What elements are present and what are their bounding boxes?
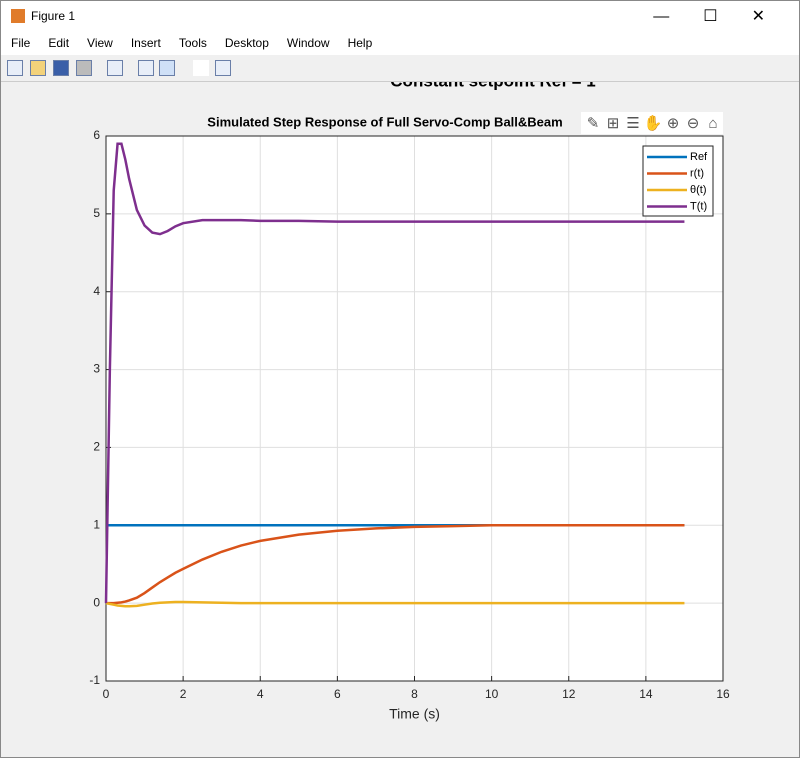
series-line	[106, 524, 685, 605]
axes-toolbar-bg	[581, 112, 723, 134]
axes-tool[interactable]: ✋	[644, 114, 663, 132]
series-line	[105, 600, 685, 608]
axes-tool[interactable]: ✎	[587, 115, 600, 132]
legend-label: T(t)	[690, 200, 707, 212]
legend-label: Ref	[690, 151, 708, 163]
axes-box	[105, 135, 724, 682]
axes-toolbar[interactable]: ✎ ⊞ ☰ ✋ ⊕ ⊖ ⌂	[581, 112, 723, 134]
x-tick-label: 6	[334, 687, 341, 701]
legend-label: θ(t)	[690, 184, 707, 196]
axes-tool[interactable]: ☰	[626, 115, 639, 132]
chart-title: Simulated Step Response of Full Servo-Co…	[207, 114, 562, 129]
x-tick-label: 8	[411, 687, 418, 701]
x-tick-label: 0	[103, 687, 110, 701]
y-tick-label: -1	[89, 673, 100, 687]
x-tick-label: 4	[257, 687, 264, 701]
menu-item[interactable]: Desktop	[224, 36, 269, 50]
menu-item[interactable]: Window	[286, 36, 330, 50]
x-axis-label: Time (s)	[389, 706, 440, 722]
legend-label: r(t)	[690, 167, 704, 179]
axes-tool[interactable]: ⌂	[708, 115, 717, 132]
app-icon	[11, 9, 25, 23]
window-controls[interactable]: —☐✕	[653, 8, 799, 25]
x-tick-label: 16	[716, 687, 730, 701]
annotation: Constant setpoint Ref = 1	[390, 82, 595, 90]
x-tick-label: 2	[180, 687, 187, 701]
menu-item[interactable]: View	[87, 36, 113, 50]
menu-bar: File Edit View Insert Tools Desktop Window Help	[1, 31, 799, 55]
tool-plot-browser[interactable]	[215, 60, 231, 76]
tool-open[interactable]	[30, 60, 46, 76]
y-tick-label: 3	[93, 362, 100, 376]
x-tick-label: 14	[639, 687, 653, 701]
axes-tool[interactable]: ⊞	[607, 115, 620, 132]
title-bar: Figure 1 —☐✕	[1, 1, 799, 31]
y-tick-label: 2	[93, 440, 100, 454]
y-tick-label: 5	[93, 206, 100, 220]
menu-item[interactable]: Help	[347, 36, 373, 50]
tool-print[interactable]	[76, 60, 92, 76]
axes-tool[interactable]: ⊖	[687, 115, 700, 132]
figure-canvas: Constant setpoint Ref = 10246810121416-1…	[89, 82, 730, 722]
tool-save[interactable]	[53, 60, 69, 76]
menu-item[interactable]: Insert	[130, 36, 161, 50]
tool-colorbar[interactable]	[138, 60, 154, 76]
tool-new[interactable]	[7, 60, 23, 76]
y-tick-label: 0	[93, 595, 100, 609]
y-tick-label: 1	[93, 517, 100, 531]
window-title: Figure 1	[31, 9, 76, 23]
axes-tool[interactable]: ⊕	[667, 115, 680, 132]
tool-link[interactable]	[107, 60, 123, 76]
series-line	[104, 142, 685, 604]
menu-item[interactable]: Edit	[48, 36, 70, 50]
x-tick-label: 12	[562, 687, 576, 701]
toolbar	[1, 55, 799, 82]
menu-item[interactable]: File	[11, 36, 31, 50]
tool-legend[interactable]	[159, 60, 175, 76]
y-tick-label: 4	[93, 284, 100, 298]
y-tick-label: 6	[93, 128, 100, 142]
x-tick-label: 10	[485, 687, 499, 701]
tool-pointer[interactable]	[193, 60, 209, 76]
menu-item[interactable]: Tools	[178, 36, 207, 50]
